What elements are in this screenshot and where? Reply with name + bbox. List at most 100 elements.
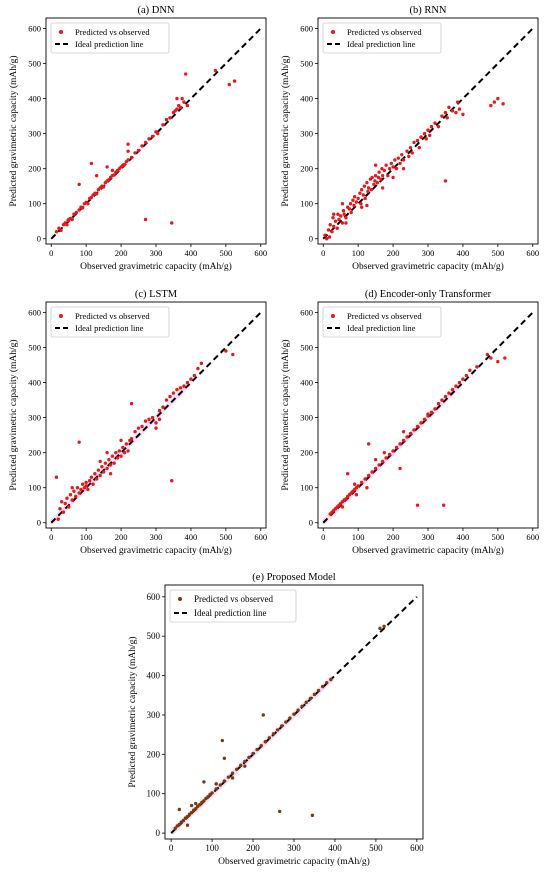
data-point xyxy=(419,421,423,425)
data-point xyxy=(373,179,377,183)
data-point xyxy=(189,810,194,815)
data-point xyxy=(366,189,370,194)
y-tick-label: 100 xyxy=(147,789,161,799)
legend-point-marker xyxy=(331,30,335,34)
data-point xyxy=(386,173,390,178)
data-point xyxy=(105,466,109,471)
data-point xyxy=(417,145,421,150)
data-point xyxy=(177,822,182,827)
data-point xyxy=(72,212,76,216)
y-tick-label: 500 xyxy=(147,631,161,641)
data-point xyxy=(173,109,177,113)
data-point xyxy=(341,209,346,213)
data-point xyxy=(336,212,340,216)
data-point xyxy=(310,813,315,818)
data-point xyxy=(177,807,182,812)
data-point xyxy=(133,151,137,155)
data-point xyxy=(422,417,427,422)
data-point xyxy=(110,168,115,173)
data-point xyxy=(358,191,362,195)
data-point xyxy=(243,764,247,768)
data-point xyxy=(65,223,69,227)
data-point xyxy=(150,415,155,420)
data-point xyxy=(108,463,113,467)
data-point xyxy=(185,103,190,108)
x-tick-label: 500 xyxy=(369,843,383,853)
x-tick-label: 100 xyxy=(80,248,93,258)
data-point xyxy=(326,228,331,232)
x-tick-label: 200 xyxy=(115,248,128,258)
ideal-prediction-line xyxy=(322,27,534,240)
data-point xyxy=(66,217,71,222)
data-point xyxy=(112,461,116,465)
data-point xyxy=(74,210,79,215)
chart-panel-2: (b) RNN 0 100 200 300 400 500 600 0 100 200 300 400 5… xyxy=(280,5,539,272)
data-point xyxy=(168,116,172,120)
x-tick-label: 200 xyxy=(387,532,400,542)
data-point xyxy=(380,173,385,178)
legend-point-marker xyxy=(331,314,335,318)
data-point xyxy=(415,503,420,507)
x-tick-label: 400 xyxy=(185,532,198,542)
x-tick-label: 400 xyxy=(457,248,470,258)
legend-label-points: Predicted vs observed xyxy=(75,27,150,37)
data-point xyxy=(503,356,507,360)
data-point xyxy=(98,473,102,478)
data-point xyxy=(129,436,134,441)
y-tick-label: 300 xyxy=(300,129,313,139)
x-tick-label: 400 xyxy=(185,248,198,258)
data-point xyxy=(401,438,406,443)
x-tick-label: 600 xyxy=(410,843,424,853)
data-point xyxy=(66,505,71,509)
data-point xyxy=(122,162,127,167)
data-point xyxy=(230,771,235,775)
data-point xyxy=(366,186,371,190)
data-point xyxy=(332,224,336,229)
data-point xyxy=(320,684,325,689)
data-point xyxy=(344,497,348,501)
data-point xyxy=(101,185,106,189)
data-point xyxy=(84,484,88,488)
data-point xyxy=(323,233,327,237)
data-point xyxy=(147,137,151,141)
data-point xyxy=(365,486,369,490)
data-point xyxy=(183,72,188,76)
data-point xyxy=(122,450,127,455)
data-point xyxy=(400,152,404,157)
y-axis-label: Predicted gravimetric capacity (mAh/g) xyxy=(8,55,19,206)
data-point xyxy=(202,780,206,784)
data-point xyxy=(382,168,387,173)
y-tick-label: 400 xyxy=(147,671,161,681)
data-point xyxy=(154,426,158,430)
data-point xyxy=(185,823,190,827)
data-point xyxy=(422,131,427,136)
data-point xyxy=(445,116,449,120)
data-point xyxy=(86,202,90,206)
data-point xyxy=(359,187,364,192)
data-point xyxy=(224,349,228,353)
x-tick-label: 300 xyxy=(422,532,435,542)
y-tick-label: 300 xyxy=(28,129,41,139)
data-point xyxy=(157,417,162,422)
data-point xyxy=(398,161,402,166)
data-point xyxy=(419,135,423,139)
data-point xyxy=(375,180,380,185)
data-point xyxy=(308,696,313,701)
data-point xyxy=(332,212,336,216)
data-point xyxy=(461,112,465,117)
data-point xyxy=(247,755,251,760)
panel-title: (a) DNN xyxy=(137,5,174,16)
y-tick-label: 400 xyxy=(300,94,313,104)
data-point xyxy=(180,96,184,101)
data-point xyxy=(161,405,165,409)
data-point xyxy=(226,775,231,779)
y-tick-label: 600 xyxy=(28,308,41,318)
data-point xyxy=(354,200,359,204)
data-point xyxy=(373,173,378,178)
x-tick-label: 600 xyxy=(254,532,267,542)
data-point xyxy=(330,230,334,234)
x-tick-label: 0 xyxy=(49,248,53,258)
data-point xyxy=(173,826,177,831)
x-tick-label: 500 xyxy=(219,532,232,542)
data-point xyxy=(335,226,339,230)
